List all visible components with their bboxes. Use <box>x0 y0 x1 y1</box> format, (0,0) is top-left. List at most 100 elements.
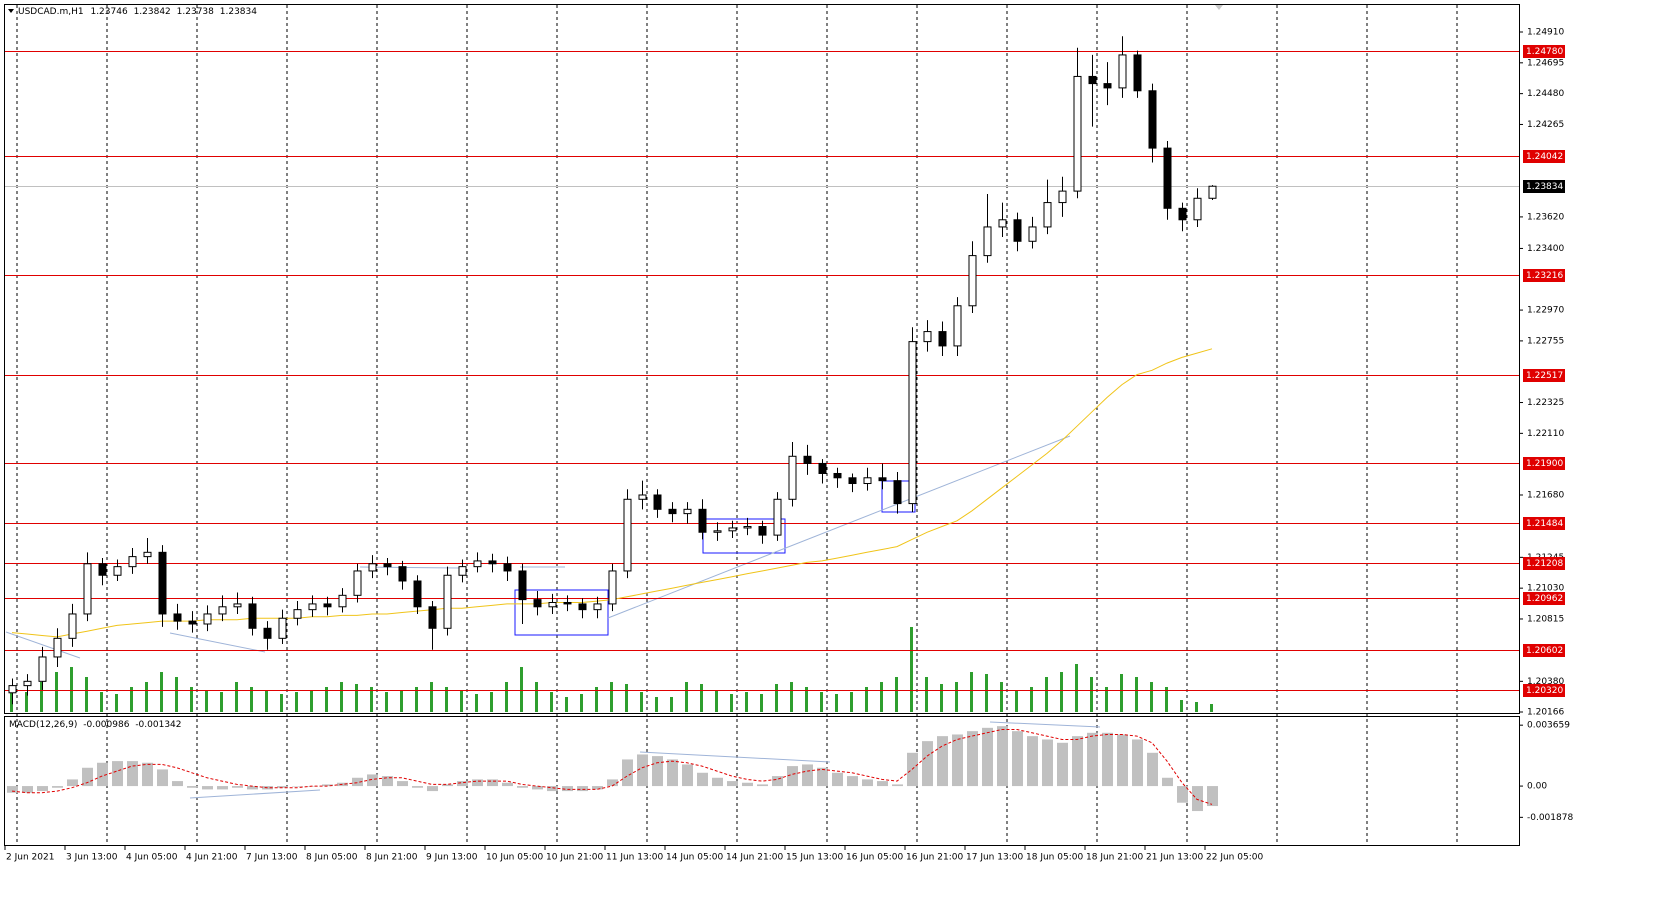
candle-body <box>518 570 527 601</box>
level-label: 1.21900 <box>1526 459 1563 469</box>
y-tick-label: 1.23400 <box>1527 244 1564 254</box>
level-label: 1.23216 <box>1526 271 1563 281</box>
macd-bar <box>82 767 93 787</box>
x-tick-label: 18 Jun 05:00 <box>1026 853 1083 863</box>
level-tag <box>1523 557 1565 570</box>
volume-bar <box>55 672 58 712</box>
volume-bar <box>505 682 508 712</box>
volume-bar <box>1060 672 1063 712</box>
candle-body <box>1133 54 1142 92</box>
macd-bar <box>877 781 888 787</box>
candle-body <box>203 613 212 625</box>
y-tick-label: 1.22110 <box>1527 429 1564 439</box>
time-grid <box>16 5 1458 845</box>
volume-bar <box>475 694 478 712</box>
candle-body <box>428 606 437 629</box>
candle-body <box>533 599 542 608</box>
candle-body <box>968 255 977 307</box>
volume-bar <box>385 692 388 712</box>
volume-bar <box>1210 704 1213 712</box>
trend-line <box>5 631 81 659</box>
volume-bar <box>940 684 943 712</box>
macd-panel-frame <box>4 716 1520 846</box>
macd-bar <box>862 779 873 787</box>
quote-open: 1.23746 <box>90 7 127 17</box>
candle-body <box>1148 90 1157 149</box>
macd-bar <box>967 731 978 787</box>
candle-body <box>1163 147 1172 209</box>
volume-bar <box>820 692 823 712</box>
macd-bar <box>727 781 738 787</box>
macd-bar <box>187 786 198 788</box>
y-tick-label: 1.24695 <box>1527 58 1564 68</box>
macd-bar <box>1162 777 1173 787</box>
volume-bar <box>700 684 703 712</box>
macd-bar <box>472 779 483 787</box>
candle-body <box>1178 207 1187 221</box>
volume-bar <box>985 674 988 712</box>
level-tag <box>1523 150 1565 163</box>
volume-bar <box>190 687 193 712</box>
candle-body <box>608 570 617 605</box>
candle-body <box>863 477 872 485</box>
macd-bar <box>892 784 903 787</box>
macd-bar <box>772 776 783 787</box>
macd-bar <box>757 784 768 787</box>
volume-bar <box>460 690 463 712</box>
candle-body <box>218 606 227 615</box>
volume-bar <box>340 682 343 712</box>
candle-body <box>8 685 17 694</box>
level-label: 1.20602 <box>1526 646 1563 656</box>
volume-bar <box>1030 687 1033 712</box>
macd-bar <box>637 754 648 787</box>
macd-bar <box>172 781 183 787</box>
candle-body <box>848 477 857 485</box>
level-label: 1.21484 <box>1526 519 1563 529</box>
macd-bar <box>247 786 258 790</box>
x-tick-label: 8 Jun 05:00 <box>306 853 358 863</box>
x-tick-label: 15 Jun 13:00 <box>786 853 843 863</box>
candle-body <box>548 601 557 608</box>
candle-body <box>803 455 812 464</box>
candle-body <box>758 526 767 536</box>
candle-body <box>1058 190 1067 204</box>
quote-high: 1.23842 <box>134 7 171 17</box>
volume-bar <box>520 667 523 712</box>
candle-body <box>1118 54 1127 89</box>
x-tick-label: 8 Jun 21:00 <box>366 853 418 863</box>
x-tick-label: 4 Jun 21:00 <box>186 853 238 863</box>
level-tag <box>1523 517 1565 530</box>
macd-bar <box>1177 786 1188 803</box>
candle-body <box>68 613 77 639</box>
volume-bar <box>115 694 118 712</box>
macd-bar <box>607 779 618 787</box>
quote-close: 1.23834 <box>220 7 257 17</box>
volume-bar <box>310 690 313 712</box>
volume-bar <box>145 682 148 712</box>
x-tick-label: 2 Jun 2021 <box>6 853 54 863</box>
macd-bar <box>1147 752 1158 787</box>
y-tick-label: 1.21680 <box>1527 490 1564 500</box>
volume-bar <box>1090 677 1093 712</box>
macd-title: MACD(12,26,9) <box>9 720 77 730</box>
macd-bar <box>1102 732 1113 787</box>
x-tick-label: 14 Jun 21:00 <box>726 853 783 863</box>
macd-bar <box>742 782 753 787</box>
x-tick-label: 18 Jun 21:00 <box>1086 853 1143 863</box>
macd-bar <box>562 786 573 792</box>
y-tick-label: 1.22755 <box>1527 336 1564 346</box>
volume-bar <box>205 690 208 712</box>
volume-bar <box>160 672 163 712</box>
volume-bar <box>580 694 583 712</box>
y-tick-label: 1.23620 <box>1527 212 1564 222</box>
candle-body <box>563 601 572 605</box>
range-box <box>702 518 786 554</box>
macd-bar <box>1132 739 1143 787</box>
macd-value: -0.000986 <box>83 720 129 730</box>
volume-bar <box>265 690 268 712</box>
volume-bar <box>175 677 178 712</box>
volume-bar <box>550 692 553 712</box>
macd-bar <box>427 786 438 792</box>
volume-bar <box>370 687 373 712</box>
